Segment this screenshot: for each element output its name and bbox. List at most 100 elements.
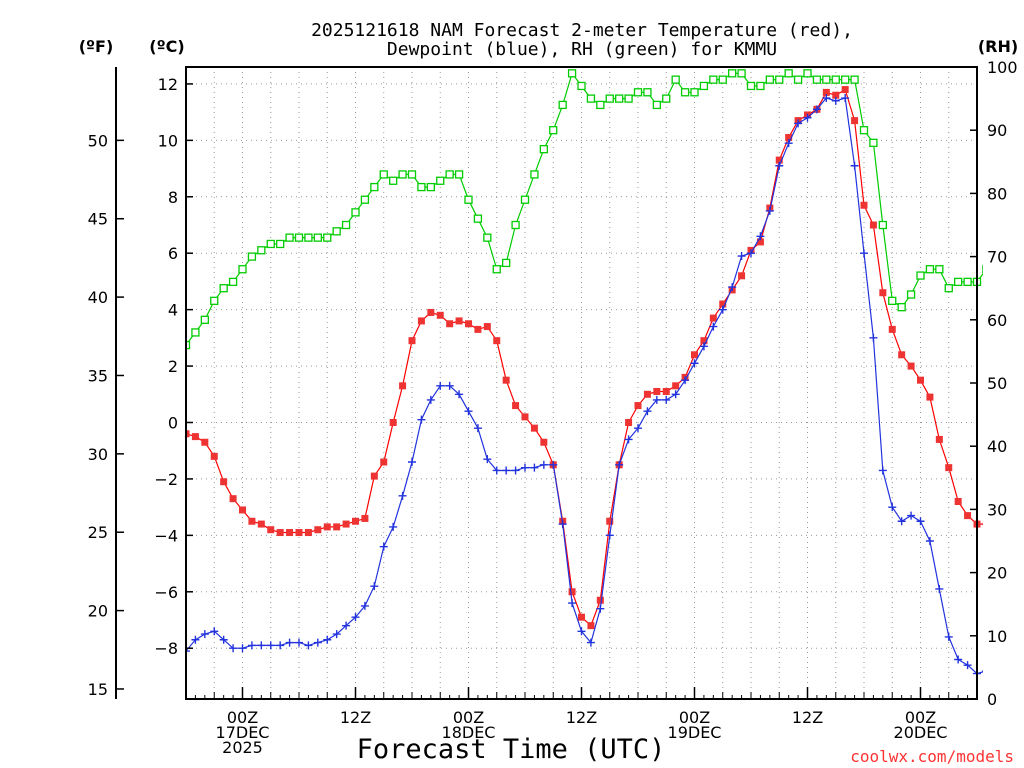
rh-tick-label: 60: [987, 311, 1007, 330]
relative-humidity-point: [502, 258, 511, 268]
dewpoint-point: [634, 424, 642, 433]
dewpoint-point: [191, 635, 200, 644]
dewpoint-point: [812, 105, 821, 114]
x-tick-label: 00Z: [905, 708, 936, 727]
dewpoint-point: [869, 333, 878, 342]
relative-humidity-point: [191, 328, 200, 337]
temperature-point: [917, 376, 924, 384]
relative-humidity-point: [313, 233, 322, 242]
dewpoint-point: [747, 249, 755, 258]
relative-humidity-point: [492, 265, 501, 274]
dewpoint-point: [323, 635, 332, 644]
chart-title-line2: Dewpoint (blue), RH (green) for KMMU: [387, 39, 777, 60]
temperature-point: [954, 498, 962, 505]
relative-humidity-point: [699, 81, 709, 91]
dewpoint-point: [605, 531, 614, 540]
fahrenheit-tick-label: 35: [88, 366, 108, 385]
x-tick-label: 19DEC: [668, 723, 722, 742]
temperature-point: [323, 523, 331, 531]
dewpoint-point: [492, 466, 501, 475]
temperature-point: [530, 424, 538, 432]
dewpoint-point: [360, 601, 369, 610]
dewpoint-point: [709, 322, 718, 331]
temperature-point: [304, 529, 312, 537]
dewpoint-point: [502, 466, 511, 475]
relative-humidity-point: [445, 170, 454, 179]
relative-humidity-point: [812, 75, 822, 84]
temperature-point: [719, 300, 727, 308]
relative-humidity-point: [285, 233, 294, 242]
relative-humidity-point: [935, 265, 944, 274]
dewpoint-point: [247, 641, 256, 650]
celsius-tick-label: −2: [154, 470, 178, 489]
relative-humidity-point: [294, 233, 304, 242]
temperature-point: [427, 308, 435, 316]
temperature-point: [512, 402, 520, 410]
dewpoint-point: [436, 381, 445, 390]
dewpoint-point: [897, 517, 906, 526]
relative-humidity-point: [200, 315, 209, 324]
relative-humidity-point: [869, 138, 878, 147]
temperature-point: [860, 201, 868, 209]
celsius-tick-label: 2: [168, 357, 178, 376]
temperature-point: [888, 325, 896, 333]
dewpoint-point: [558, 520, 567, 529]
dewpoint-point: [539, 460, 548, 469]
dewpoint-point: [643, 407, 652, 416]
dewpoint-point: [784, 139, 793, 148]
dewpoint-point: [822, 94, 831, 103]
relative-humidity-point: [247, 252, 257, 261]
celsius-tick-label: −4: [154, 526, 178, 545]
relative-humidity-point: [662, 94, 671, 103]
relative-humidity-point: [765, 75, 774, 84]
dewpoint-point: [200, 630, 209, 639]
temperature-point: [483, 323, 491, 331]
relative-humidity-point: [652, 100, 661, 110]
temperature-point: [201, 438, 209, 446]
temperature-point: [841, 86, 849, 94]
dewpoint-point: [671, 390, 680, 399]
dewpoint-point: [878, 466, 887, 475]
temperature-point: [191, 433, 199, 441]
relative-humidity-point: [454, 170, 464, 179]
relative-humidity-point: [266, 239, 275, 249]
relative-humidity-point: [341, 220, 351, 230]
relative-humidity-point: [473, 214, 483, 223]
temperature-point: [361, 514, 369, 522]
dewpoint-point: [530, 463, 539, 472]
relative-humidity-point: [737, 69, 746, 78]
dewpoint-point: [351, 613, 360, 622]
rh-tick-label: 30: [987, 500, 1007, 519]
temperature-point: [474, 325, 482, 333]
relative-humidity-point: [624, 94, 633, 103]
rh-tick-label: 100: [987, 58, 1018, 77]
relative-humidity-point: [888, 296, 897, 305]
dewpoint-point: [219, 635, 228, 644]
relative-humidity-point: [323, 233, 332, 242]
temperature-point: [314, 526, 322, 534]
dewpoint-point: [408, 458, 416, 466]
dewpoint-point: [803, 113, 812, 122]
fahrenheit-tick-label: 40: [88, 288, 108, 307]
temperature-point: [455, 317, 463, 325]
relative-humidity-point: [332, 227, 341, 236]
temperature-point: [625, 419, 633, 426]
relative-humidity-point: [982, 265, 983, 274]
series-group: [186, 69, 983, 678]
relative-humidity-point: [859, 126, 869, 135]
temperature-point: [785, 134, 793, 142]
temperature-point: [822, 88, 830, 96]
dewpoint-point: [728, 283, 737, 292]
relative-humidity-point: [276, 239, 285, 249]
relative-humidity-point: [464, 195, 473, 204]
fahrenheit-tick-label: 30: [88, 445, 108, 464]
relative-humidity-point: [520, 195, 530, 204]
temperature-point: [738, 272, 746, 280]
relative-humidity-point: [586, 94, 596, 103]
dewpoint-point: [398, 491, 407, 500]
temperature-point: [220, 478, 228, 486]
relative-humidity-point: [219, 284, 228, 293]
dewpoint-point: [652, 395, 661, 404]
dewpoint-point: [624, 435, 633, 444]
relative-humidity-point: [793, 75, 803, 84]
